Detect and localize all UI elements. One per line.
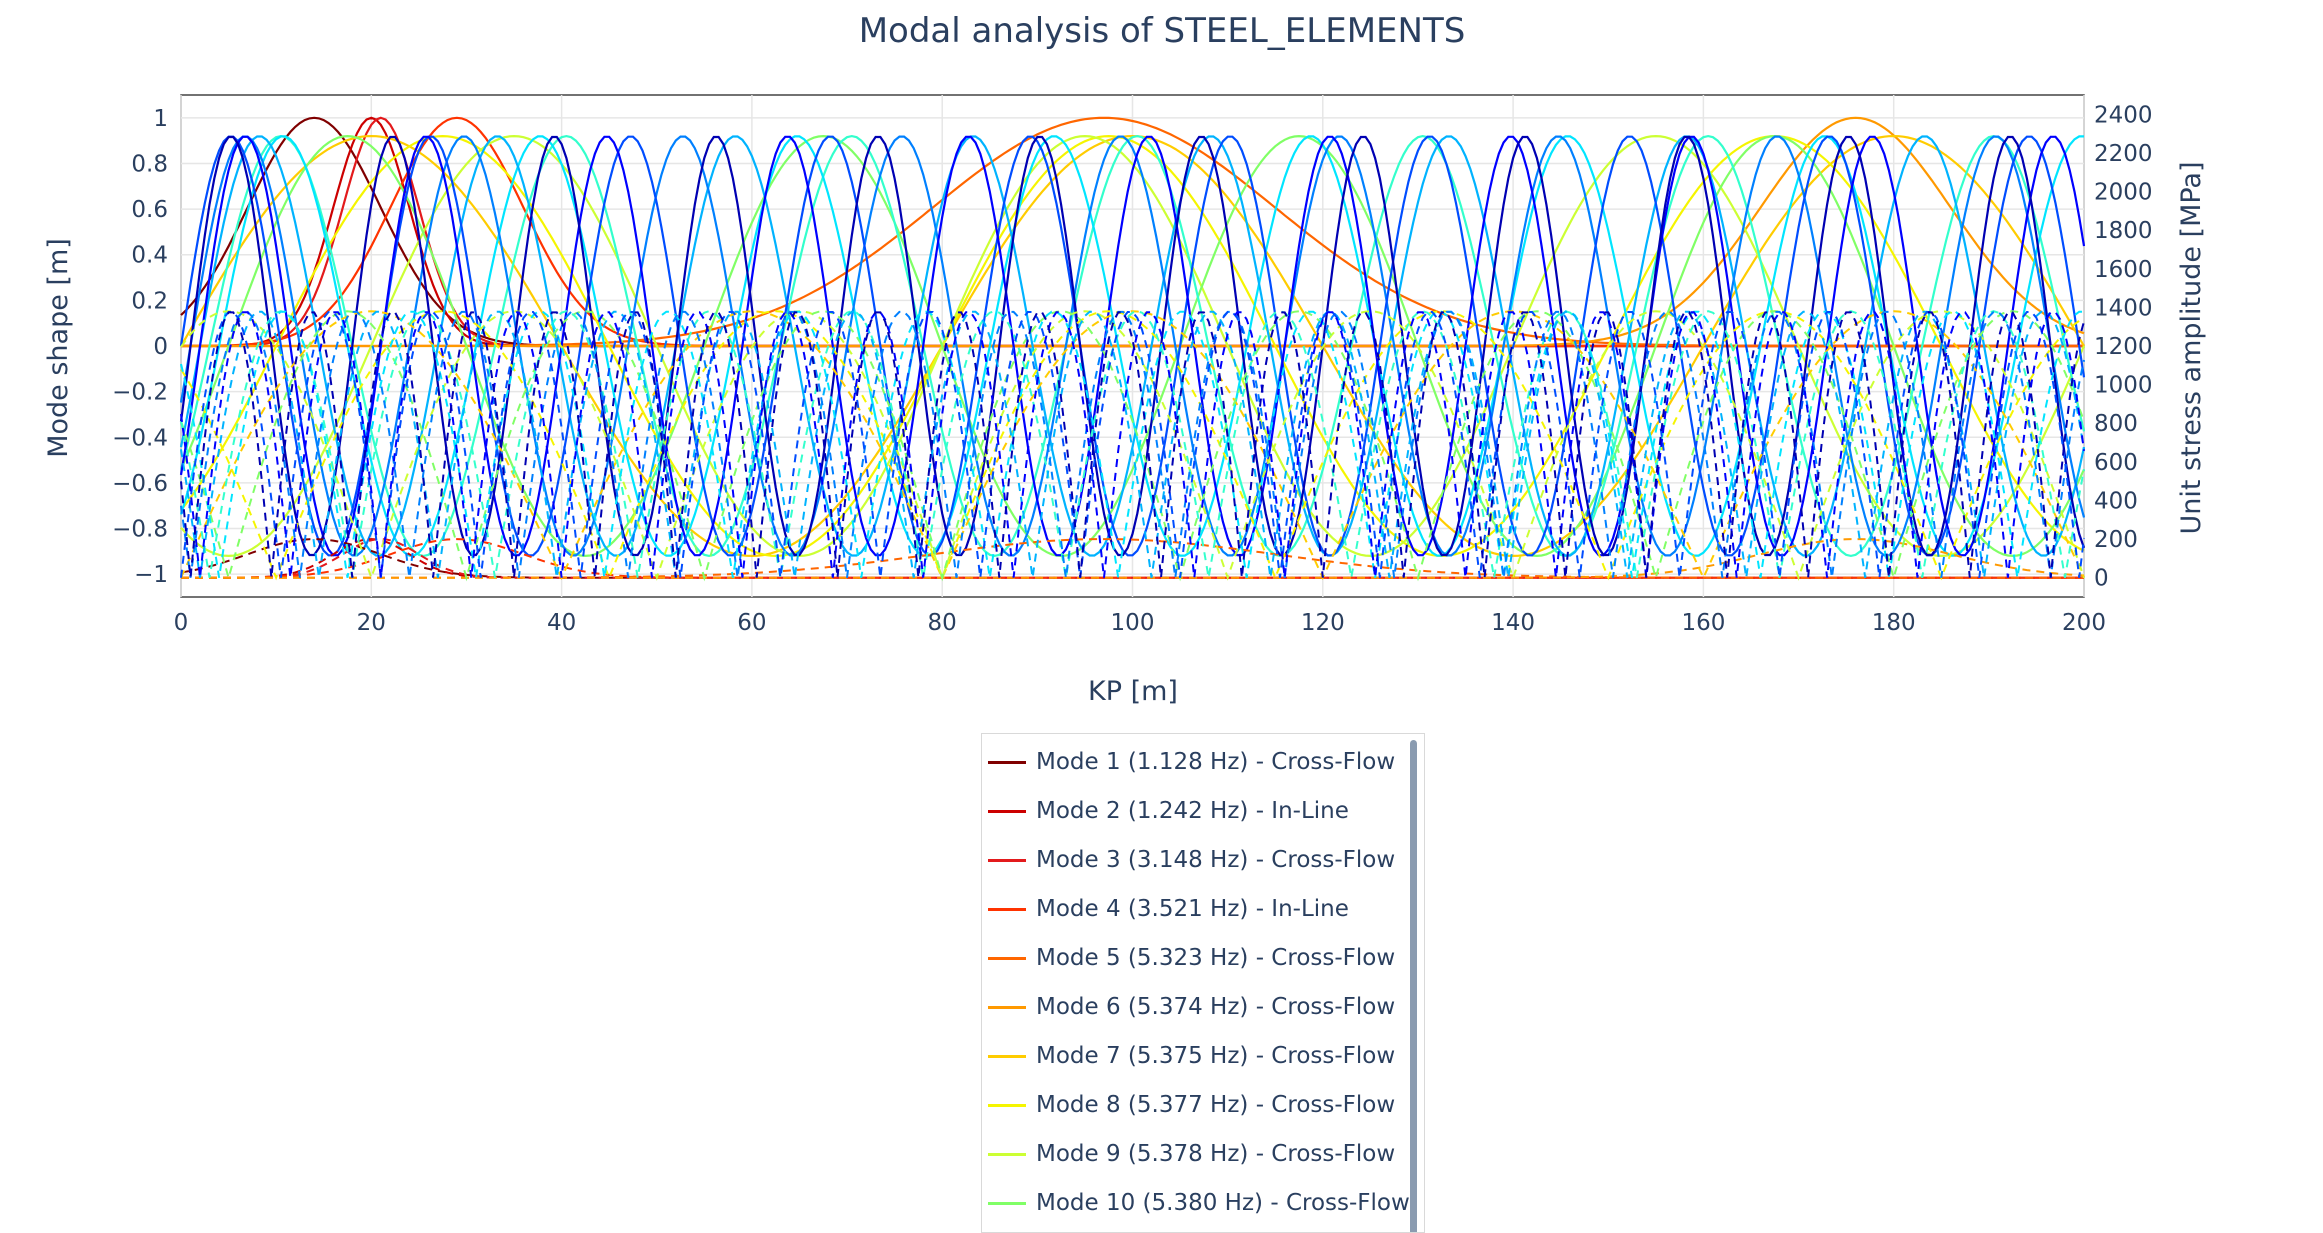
stress-amplitude-line <box>180 538 2084 579</box>
y2-tick-label: 2400 <box>2094 102 2153 128</box>
legend-label: Mode 1 (1.128 Hz) - Cross-Flow <box>1036 749 1396 775</box>
stress-amplitude-line <box>180 310 2084 578</box>
y-tick-label: −0.2 <box>112 380 168 406</box>
legend-item[interactable]: Mode 7 (5.375 Hz) - Cross-Flow <box>988 1036 1395 1076</box>
legend-item[interactable]: Mode 1 (1.128 Hz) - Cross-Flow <box>988 742 1395 782</box>
x-axis-ticks: 0 20 40 60 80 100 120 140 160 180 200 <box>174 610 2106 636</box>
legend-label: Mode 8 (5.377 Hz) - Cross-Flow <box>1036 1092 1396 1118</box>
legend-label: Mode 3 (3.148 Hz) - Cross-Flow <box>1036 847 1396 873</box>
legend-item[interactable]: Mode 8 (5.377 Hz) - Cross-Flow <box>988 1085 1395 1125</box>
x-axis-label: KP [m] <box>1088 676 1178 707</box>
legend-item[interactable]: Mode 4 (3.521 Hz) - In-Line <box>988 889 1349 929</box>
y2-tick-label: 1800 <box>2094 218 2153 244</box>
mode-shape-line <box>179 135 2084 557</box>
stress-layer <box>180 310 2085 582</box>
y2-tick-label: 800 <box>2094 411 2138 437</box>
stress-amplitude-line <box>180 311 2085 578</box>
x-tick-label: 60 <box>737 610 766 636</box>
x-tick-label: 20 <box>357 610 386 636</box>
legend-item[interactable]: Mode 2 (1.242 Hz) - In-Line <box>988 791 1349 831</box>
y2-axis-label: Unit stress amplitude [MPa] <box>2176 161 2207 534</box>
legend-label: Mode 4 (3.521 Hz) - In-Line <box>1036 896 1349 922</box>
y-tick-label: 0.6 <box>131 197 168 223</box>
legend-item[interactable]: Mode 3 (3.148 Hz) - Cross-Flow <box>988 840 1395 880</box>
y2-axis-ticks: 2400220020001800160014001200100080060040… <box>2094 102 2153 591</box>
legend-swatch <box>988 858 1026 862</box>
legend-scrollbar[interactable] <box>1410 740 1417 1232</box>
y2-tick-label: 0 <box>2094 566 2109 592</box>
legend-label: Mode 5 (5.323 Hz) - Cross-Flow <box>1036 945 1396 971</box>
y-tick-label: −0.4 <box>112 425 168 451</box>
x-tick-label: 200 <box>2062 610 2106 636</box>
stress-amplitude-line <box>180 310 2085 578</box>
mode-shape-line <box>180 134 2086 558</box>
legend-swatch <box>988 1152 1026 1156</box>
stress-amplitude-line <box>180 311 2085 578</box>
stress-amplitude-line <box>180 310 2085 581</box>
legend-label: Mode 7 (5.375 Hz) - Cross-Flow <box>1036 1043 1396 1069</box>
legend-label: Mode 9 (5.378 Hz) - Cross-Flow <box>1036 1141 1396 1167</box>
y-tick-label: 0.4 <box>131 243 168 269</box>
legend-swatch <box>988 1005 1026 1009</box>
legend-swatch <box>988 760 1026 764</box>
y-tick-label: 0.8 <box>131 151 168 177</box>
y-axis-label: Mode shape [m] <box>43 238 74 458</box>
x-tick-label: 140 <box>1491 610 1535 636</box>
y-tick-label: 1 <box>153 106 168 132</box>
legend-label: Mode 2 (1.242 Hz) - In-Line <box>1036 798 1349 824</box>
stress-amplitude-line <box>181 538 2084 579</box>
y2-tick-label: 1000 <box>2094 373 2153 399</box>
x-tick-label: 160 <box>1681 610 1725 636</box>
chart-title: Modal analysis of STEEL_ELEMENTS <box>859 11 1466 51</box>
stress-amplitude-line <box>181 538 2085 579</box>
mode-shape-line <box>179 135 2086 557</box>
y2-tick-label: 1200 <box>2094 334 2153 360</box>
y2-tick-label: 600 <box>2094 450 2138 476</box>
x-tick-label: 100 <box>1111 610 1155 636</box>
stress-amplitude-line <box>180 310 2085 581</box>
y-axis-ticks: 1 0.8 0.6 0.4 0.2 0 −0.2 −0.4 −0.6 −0.8 −1 <box>112 106 168 588</box>
mode-shape-line <box>179 135 2086 557</box>
y-tick-label: 0 <box>153 334 168 360</box>
y2-tick-label: 400 <box>2094 488 2138 514</box>
y2-tick-label: 1400 <box>2094 295 2153 321</box>
x-tick-label: 40 <box>547 610 576 636</box>
stress-amplitude-line <box>181 538 2084 579</box>
x-tick-label: 80 <box>928 610 957 636</box>
legend-swatch <box>988 956 1026 960</box>
mode-shape-line <box>179 135 2086 557</box>
x-tick-label: 120 <box>1301 610 1345 636</box>
mode-shape-line <box>179 134 2086 558</box>
legend-item[interactable]: Mode 6 (5.374 Hz) - Cross-Flow <box>988 987 1395 1027</box>
y-tick-label: −1 <box>134 562 168 588</box>
y2-tick-label: 2000 <box>2094 180 2153 206</box>
stress-amplitude-line <box>180 310 2085 582</box>
legend-swatch <box>988 1103 1026 1107</box>
mode-shape-line <box>179 135 2086 557</box>
legend[interactable]: Mode 1 (1.128 Hz) - Cross-Flow Mode 2 (1.… <box>981 733 1425 1233</box>
legend-label: Mode 10 (5.380 Hz) - Cross-Flow <box>1036 1190 1410 1216</box>
y2-tick-label: 2200 <box>2094 141 2153 167</box>
legend-swatch <box>988 1201 1026 1205</box>
legend-item[interactable]: Mode 10 (5.380 Hz) - Cross-Flow <box>988 1183 1410 1223</box>
x-tick-label: 0 <box>174 610 189 636</box>
stress-amplitude-line <box>180 310 2085 578</box>
legend-swatch <box>988 809 1026 813</box>
y2-tick-label: 200 <box>2094 527 2138 553</box>
legend-label: Mode 6 (5.374 Hz) - Cross-Flow <box>1036 994 1396 1020</box>
legend-item[interactable]: Mode 9 (5.378 Hz) - Cross-Flow <box>988 1134 1395 1174</box>
y-tick-label: −0.6 <box>112 471 168 497</box>
legend-swatch <box>988 907 1026 911</box>
y-tick-label: −0.8 <box>112 517 168 543</box>
x-tick-label: 180 <box>1872 610 1916 636</box>
legend-item[interactable]: Mode 5 (5.323 Hz) - Cross-Flow <box>988 938 1395 978</box>
stress-amplitude-line <box>180 311 2085 578</box>
legend-swatch <box>988 1054 1026 1058</box>
mode-shape-line <box>179 135 2086 557</box>
y-tick-label: 0.2 <box>131 288 168 314</box>
y2-tick-label: 1600 <box>2094 257 2153 283</box>
